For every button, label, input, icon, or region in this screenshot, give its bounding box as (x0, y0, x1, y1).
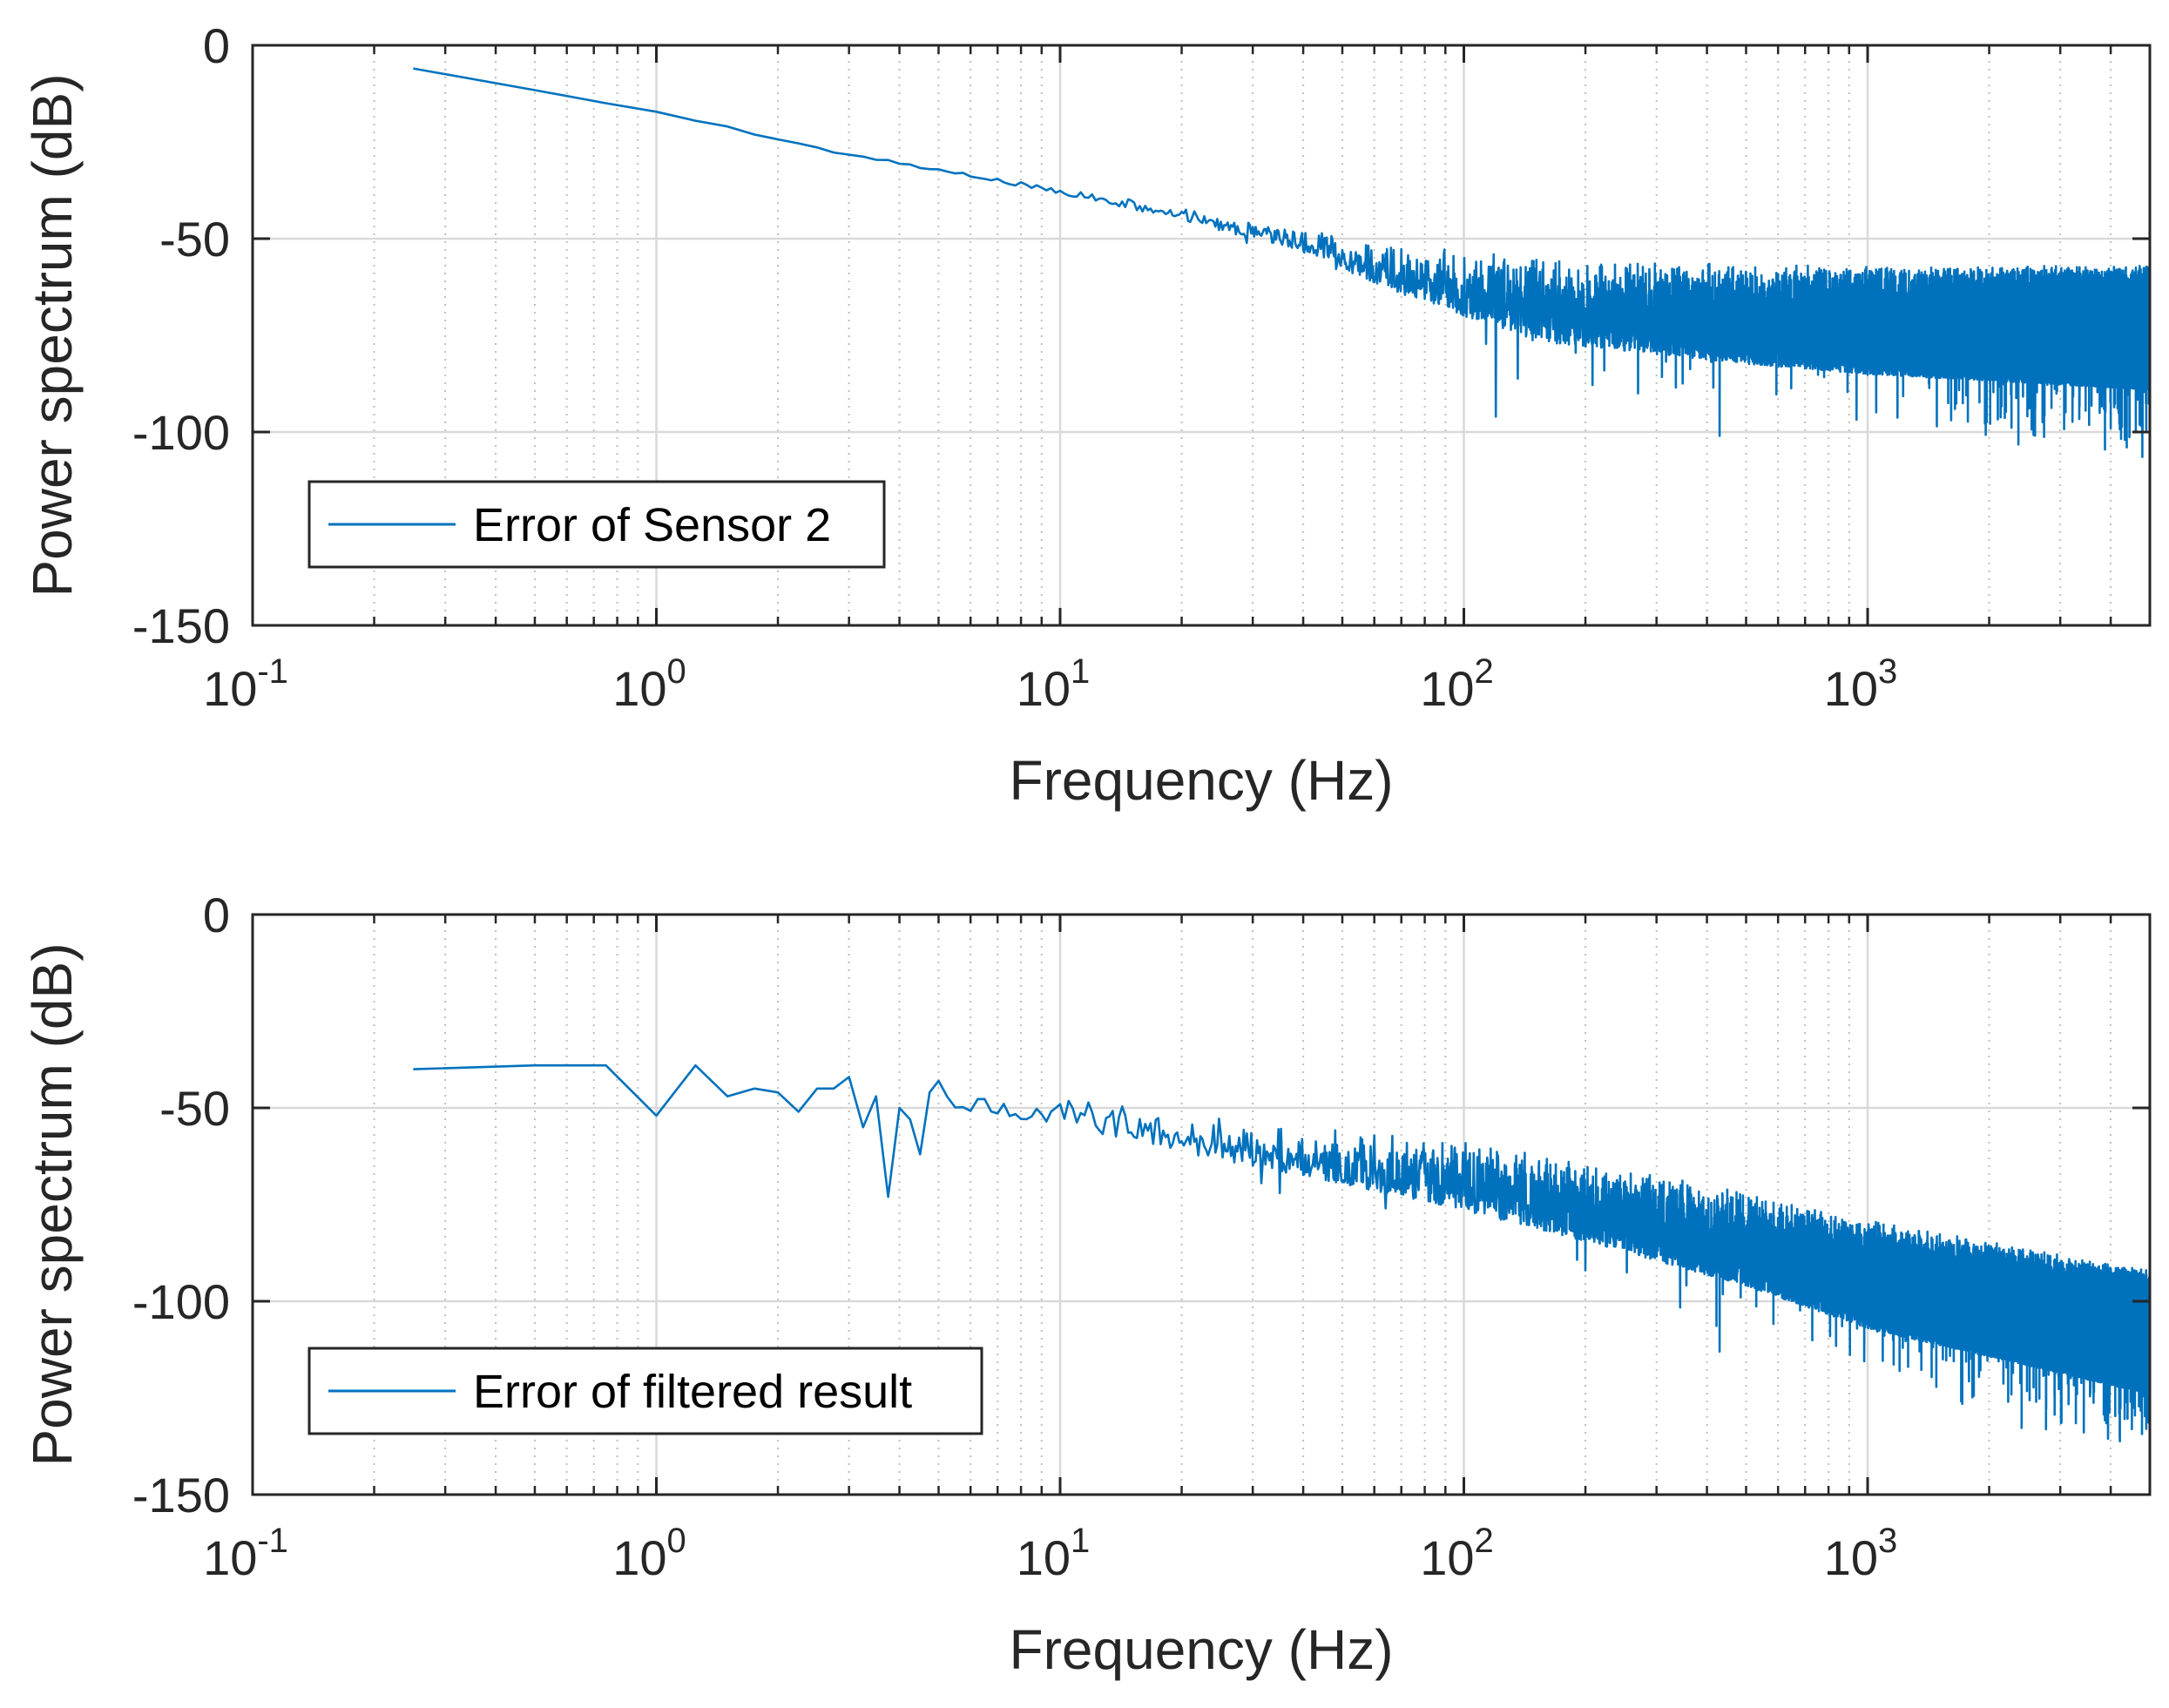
x-tick-label: 103 (1824, 1522, 1898, 1585)
x-axis-title: Frequency (Hz) (1010, 749, 1394, 812)
x-tick-label-base: 10 (203, 1530, 257, 1585)
x-tick-label-base: 10 (203, 661, 257, 716)
series-line (413, 67, 2150, 458)
y-tick-label: 0 (203, 888, 230, 942)
x-tick-label: 10-1 (203, 1522, 288, 1585)
x-tick-label: 10-1 (203, 652, 288, 716)
legend: Error of Sensor 2 (307, 480, 886, 569)
x-tick-label-base: 10 (612, 661, 666, 716)
x-tick-label-base: 10 (1420, 1530, 1474, 1585)
x-tick-label-base: 10 (1824, 1530, 1878, 1585)
x-tick-label-exponent: 2 (1475, 652, 1494, 691)
legend: Error of filtered result (307, 1347, 983, 1435)
axes-box (251, 913, 2152, 1496)
x-tick-label-exponent: 1 (1071, 652, 1090, 691)
x-tick-label-exponent: 3 (1878, 652, 1897, 691)
legend-label: Error of filtered result (473, 1366, 912, 1418)
x-tick-label: 101 (1017, 1522, 1091, 1585)
legend-label: Error of Sensor 2 (473, 499, 831, 551)
x-axis-title: Frequency (Hz) (1010, 1618, 1394, 1681)
x-tick-label: 102 (1420, 1522, 1494, 1585)
x-tick-label-base: 10 (1420, 661, 1474, 716)
tick-marks (251, 44, 2152, 627)
y-tick-label: -50 (159, 1081, 230, 1136)
x-tick-label-exponent: 0 (667, 1522, 686, 1560)
x-tick-label-exponent: -1 (257, 1522, 288, 1560)
x-tick-label: 100 (612, 652, 686, 716)
y-axis-title: Power spectrum (dB) (21, 942, 84, 1466)
x-tick-label-base: 10 (612, 1530, 666, 1585)
x-tick-label: 100 (612, 1522, 686, 1585)
x-tick-label: 101 (1017, 652, 1091, 716)
y-tick-label: -150 (132, 1468, 230, 1522)
x-tick-label-exponent: 3 (1878, 1522, 1897, 1560)
x-tick-label: 102 (1420, 652, 1494, 716)
y-tick-label: -100 (132, 1274, 230, 1329)
x-tick-label: 103 (1824, 652, 1898, 716)
x-tick-label-exponent: 1 (1071, 1522, 1090, 1560)
x-tick-label-exponent: -1 (257, 652, 288, 691)
x-tick-label-base: 10 (1824, 661, 1878, 716)
y-tick-label: 0 (203, 18, 230, 73)
x-tick-label-base: 10 (1017, 661, 1071, 716)
series-line (413, 1063, 2150, 1442)
axes-box (251, 44, 2152, 627)
y-tick-label: -100 (132, 405, 230, 460)
y-axis-title: Power spectrum (dB) (21, 73, 84, 597)
x-tick-label-exponent: 2 (1475, 1522, 1494, 1560)
tick-marks (251, 913, 2152, 1496)
y-tick-label: -50 (159, 212, 230, 267)
x-tick-label-exponent: 0 (667, 652, 686, 691)
y-tick-label: -150 (132, 598, 230, 653)
x-tick-label-base: 10 (1017, 1530, 1071, 1585)
